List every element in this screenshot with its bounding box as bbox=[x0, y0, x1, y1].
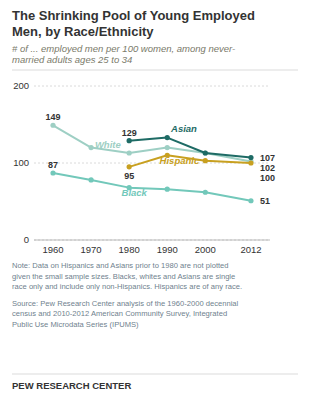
y-tick-label: 200 bbox=[13, 80, 29, 91]
x-tick-label: 2000 bbox=[195, 244, 216, 255]
value-label: 149 bbox=[46, 112, 61, 122]
point bbox=[203, 150, 208, 155]
point bbox=[165, 145, 170, 150]
value-label: 51 bbox=[260, 196, 270, 206]
point bbox=[165, 135, 170, 140]
x-axis-line bbox=[34, 240, 270, 241]
point bbox=[165, 187, 170, 192]
axes: 0 100 200 1960 1970 1980 1990 2000 2012 bbox=[13, 80, 270, 255]
title: Men, by Race/Ethnicity bbox=[12, 24, 154, 39]
point bbox=[127, 138, 132, 143]
point bbox=[88, 145, 93, 150]
footer-separator bbox=[12, 374, 298, 375]
title: The Shrinking Pool of Young Employed bbox=[12, 8, 255, 23]
y-tick-label: 100 bbox=[13, 157, 29, 168]
chart: The Shrinking Pool of Young EmployedMen,… bbox=[0, 0, 310, 412]
point bbox=[88, 177, 93, 182]
point bbox=[127, 150, 132, 155]
x-tick-label: 1970 bbox=[81, 244, 102, 255]
plot-area bbox=[50, 123, 253, 204]
grid-line bbox=[34, 240, 270, 241]
point bbox=[50, 170, 55, 175]
value-label: 95 bbox=[124, 171, 134, 181]
x-tick-label: 1990 bbox=[157, 244, 178, 255]
grid-line bbox=[34, 86, 270, 87]
point bbox=[248, 160, 253, 165]
source: Source: Pew Research Center analysis of … bbox=[12, 299, 239, 329]
series-line bbox=[53, 173, 251, 201]
background bbox=[0, 0, 310, 412]
point bbox=[50, 123, 55, 128]
point bbox=[203, 190, 208, 195]
point bbox=[248, 155, 253, 160]
value-label: 102 bbox=[260, 163, 275, 173]
value-label: 100 bbox=[260, 173, 275, 183]
series-label: Hispanic bbox=[160, 155, 200, 166]
value-label: 107 bbox=[260, 153, 275, 163]
series-label: Asian bbox=[170, 123, 197, 134]
separator bbox=[12, 70, 298, 71]
value-label: 87 bbox=[48, 160, 58, 170]
x-tick-label: 2012 bbox=[240, 244, 261, 255]
y-tick-label: 0 bbox=[24, 234, 29, 245]
point bbox=[203, 150, 208, 155]
note: Note: Data on Hispanics and Asians prior… bbox=[12, 261, 242, 291]
point bbox=[248, 198, 253, 203]
x-tick-label: 1980 bbox=[119, 244, 140, 255]
x-tick-label: 1960 bbox=[42, 244, 63, 255]
subtitle: married adults ages 25 to 34 bbox=[12, 54, 132, 65]
point bbox=[203, 158, 208, 163]
series-label: White bbox=[95, 139, 122, 150]
footer: PEW RESEARCH CENTER bbox=[12, 380, 131, 391]
subtitle: # of ... employed men per 100 women, amo… bbox=[12, 43, 235, 54]
value-label: 129 bbox=[122, 128, 137, 138]
point bbox=[127, 164, 132, 169]
series-line bbox=[129, 155, 251, 167]
series-line bbox=[53, 125, 251, 161]
series-label: Black bbox=[122, 187, 148, 198]
